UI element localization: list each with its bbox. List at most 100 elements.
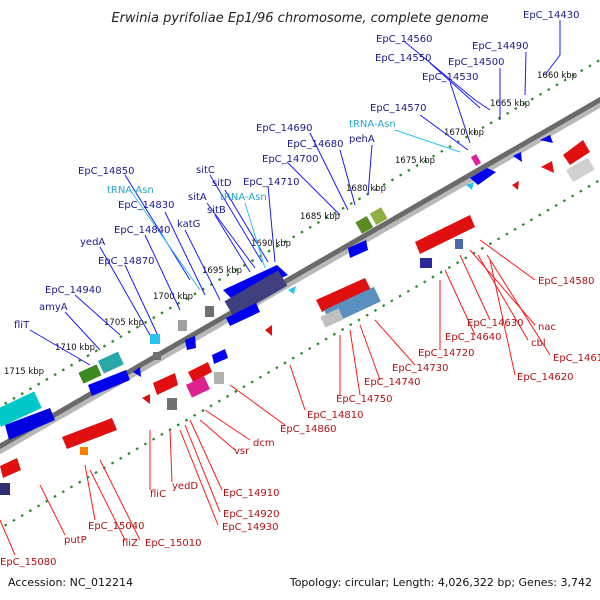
gene-label[interactable]: EpC_14750 bbox=[336, 394, 392, 405]
gene-label[interactable]: EpC_14680 bbox=[287, 139, 343, 150]
gene-label[interactable]: fliT bbox=[14, 320, 30, 331]
gene-arrow[interactable] bbox=[133, 367, 141, 377]
gene-label[interactable]: EpC_14630 bbox=[467, 318, 523, 329]
gene-arrow[interactable] bbox=[563, 140, 590, 165]
gene-label[interactable]: dcm bbox=[253, 438, 275, 449]
gene-arrow[interactable] bbox=[226, 303, 260, 326]
gene-block[interactable] bbox=[178, 320, 187, 331]
leader-line bbox=[486, 254, 551, 356]
gene-label[interactable]: EpC_15080 bbox=[0, 557, 56, 568]
gene-block[interactable] bbox=[214, 372, 224, 384]
gene-arrow[interactable] bbox=[513, 152, 522, 162]
gene-block[interactable] bbox=[470, 154, 482, 166]
gene-label[interactable]: EpC_14640 bbox=[445, 332, 501, 343]
gene-label[interactable]: putP bbox=[64, 535, 87, 546]
gene-arrow[interactable] bbox=[153, 373, 178, 395]
gene-block[interactable] bbox=[78, 364, 102, 384]
gene-block[interactable] bbox=[185, 376, 211, 398]
gene-arrow[interactable] bbox=[541, 161, 554, 173]
gene-label[interactable]: EpC_14570 bbox=[370, 103, 426, 114]
gene-arrow[interactable] bbox=[415, 215, 475, 254]
gene-label[interactable]: amyA bbox=[39, 302, 68, 313]
gene-label[interactable]: sitA bbox=[188, 192, 207, 203]
gene-label[interactable]: EpC_14840 bbox=[114, 225, 170, 236]
gene-label[interactable]: EpC_14920 bbox=[223, 509, 279, 520]
gene-arrow[interactable] bbox=[223, 265, 288, 300]
gene-label[interactable]: katG bbox=[177, 219, 200, 230]
gene-label[interactable]: EpC_14430 bbox=[523, 10, 579, 21]
gene-label[interactable]: EpC_14940 bbox=[45, 285, 101, 296]
gene-label[interactable]: tRNA-Asn bbox=[220, 192, 267, 203]
gene-arrow[interactable] bbox=[185, 336, 196, 350]
tick-label: 1670 kbp bbox=[444, 128, 484, 138]
gene-label[interactable]: EpC_14490 bbox=[472, 41, 528, 52]
gene-label[interactable]: cbl bbox=[531, 338, 546, 349]
gene-label[interactable]: EpC_14720 bbox=[418, 348, 474, 359]
gene-label[interactable]: fliZ bbox=[122, 538, 138, 549]
gene-label[interactable]: EpC_14740 bbox=[364, 377, 420, 388]
gene-block[interactable] bbox=[455, 239, 463, 249]
gene-label[interactable]: EpC_14830 bbox=[118, 200, 174, 211]
gene-label[interactable]: vsr bbox=[234, 446, 250, 457]
gene-label[interactable]: nac bbox=[538, 322, 556, 333]
gene-arrow[interactable] bbox=[88, 370, 130, 396]
gene-block[interactable] bbox=[320, 308, 344, 328]
gene-label[interactable]: EpC_14690 bbox=[256, 123, 312, 134]
gene-label[interactable]: EpC_14860 bbox=[280, 424, 336, 435]
gene-label[interactable]: EpC_14930 bbox=[222, 522, 278, 533]
gene-arrow[interactable] bbox=[5, 408, 55, 440]
gene-label[interactable]: EpC_14560 bbox=[376, 34, 432, 45]
gene-block[interactable] bbox=[80, 447, 88, 455]
gene-block[interactable] bbox=[420, 258, 432, 268]
gene-label[interactable]: tRNA-Asn bbox=[349, 119, 396, 130]
gene-label[interactable]: EpC_14700 bbox=[262, 154, 318, 165]
gene-label[interactable]: EpC_14610 bbox=[553, 353, 600, 364]
gene-arrow[interactable] bbox=[540, 135, 553, 143]
gene-block[interactable] bbox=[0, 483, 10, 495]
gene-label[interactable]: EpC_14870 bbox=[98, 256, 154, 267]
gene-arrow[interactable] bbox=[348, 240, 368, 258]
gene-block[interactable] bbox=[150, 334, 160, 344]
gene-arrow[interactable] bbox=[288, 286, 296, 294]
gene-arrow[interactable] bbox=[265, 325, 272, 336]
gene-label[interactable]: EpC_14500 bbox=[448, 57, 504, 68]
gene-label[interactable]: EpC_14550 bbox=[375, 53, 431, 64]
gene-label[interactable]: EpC_14910 bbox=[223, 488, 279, 499]
gene-block[interactable] bbox=[153, 352, 161, 360]
gene-arrow[interactable] bbox=[142, 394, 150, 404]
gene-block[interactable] bbox=[369, 207, 388, 226]
gene-label[interactable]: yedD bbox=[172, 481, 198, 492]
gene-block[interactable] bbox=[355, 215, 374, 234]
gene-arrow[interactable] bbox=[62, 418, 117, 449]
gene-block[interactable] bbox=[566, 157, 595, 183]
gene-label[interactable]: yedA bbox=[80, 237, 105, 248]
gene-arrow[interactable] bbox=[466, 182, 474, 190]
gene-label[interactable]: sitD bbox=[212, 178, 232, 189]
gene-block[interactable] bbox=[224, 270, 288, 317]
gene-label[interactable]: sitB bbox=[207, 205, 226, 216]
gene-label[interactable]: EpC_14530 bbox=[422, 72, 478, 83]
gene-label[interactable]: tRNA-Asn bbox=[107, 185, 154, 196]
gene-label[interactable]: EpC_14580 bbox=[538, 276, 594, 287]
gene-label[interactable]: EpC_14730 bbox=[392, 363, 448, 374]
gene-block[interactable] bbox=[0, 391, 42, 427]
gene-block[interactable] bbox=[205, 306, 214, 317]
gene-label[interactable]: EpC_14710 bbox=[243, 177, 299, 188]
gene-arrow[interactable] bbox=[0, 458, 21, 478]
gene-label[interactable]: EpC_15040 bbox=[88, 521, 144, 532]
gene-label[interactable]: EpC_14810 bbox=[307, 410, 363, 421]
gene-label[interactable]: sitC bbox=[196, 165, 215, 176]
gene-arrow[interactable] bbox=[188, 362, 212, 382]
gene-label[interactable]: EpC_14850 bbox=[78, 166, 134, 177]
gene-arrow[interactable] bbox=[316, 278, 371, 312]
gene-arrow[interactable] bbox=[470, 168, 496, 185]
gene-arrow[interactable] bbox=[512, 181, 519, 190]
gene-label[interactable]: fliC bbox=[150, 489, 166, 500]
gene-block[interactable] bbox=[167, 398, 177, 410]
leader-line bbox=[477, 254, 529, 341]
gene-label[interactable]: EpC_14620 bbox=[517, 372, 573, 383]
gene-block[interactable] bbox=[97, 351, 124, 374]
gene-arrow[interactable] bbox=[212, 349, 228, 364]
gene-label[interactable]: EpC_15010 bbox=[145, 538, 201, 549]
gene-label[interactable]: pehA bbox=[349, 134, 375, 145]
